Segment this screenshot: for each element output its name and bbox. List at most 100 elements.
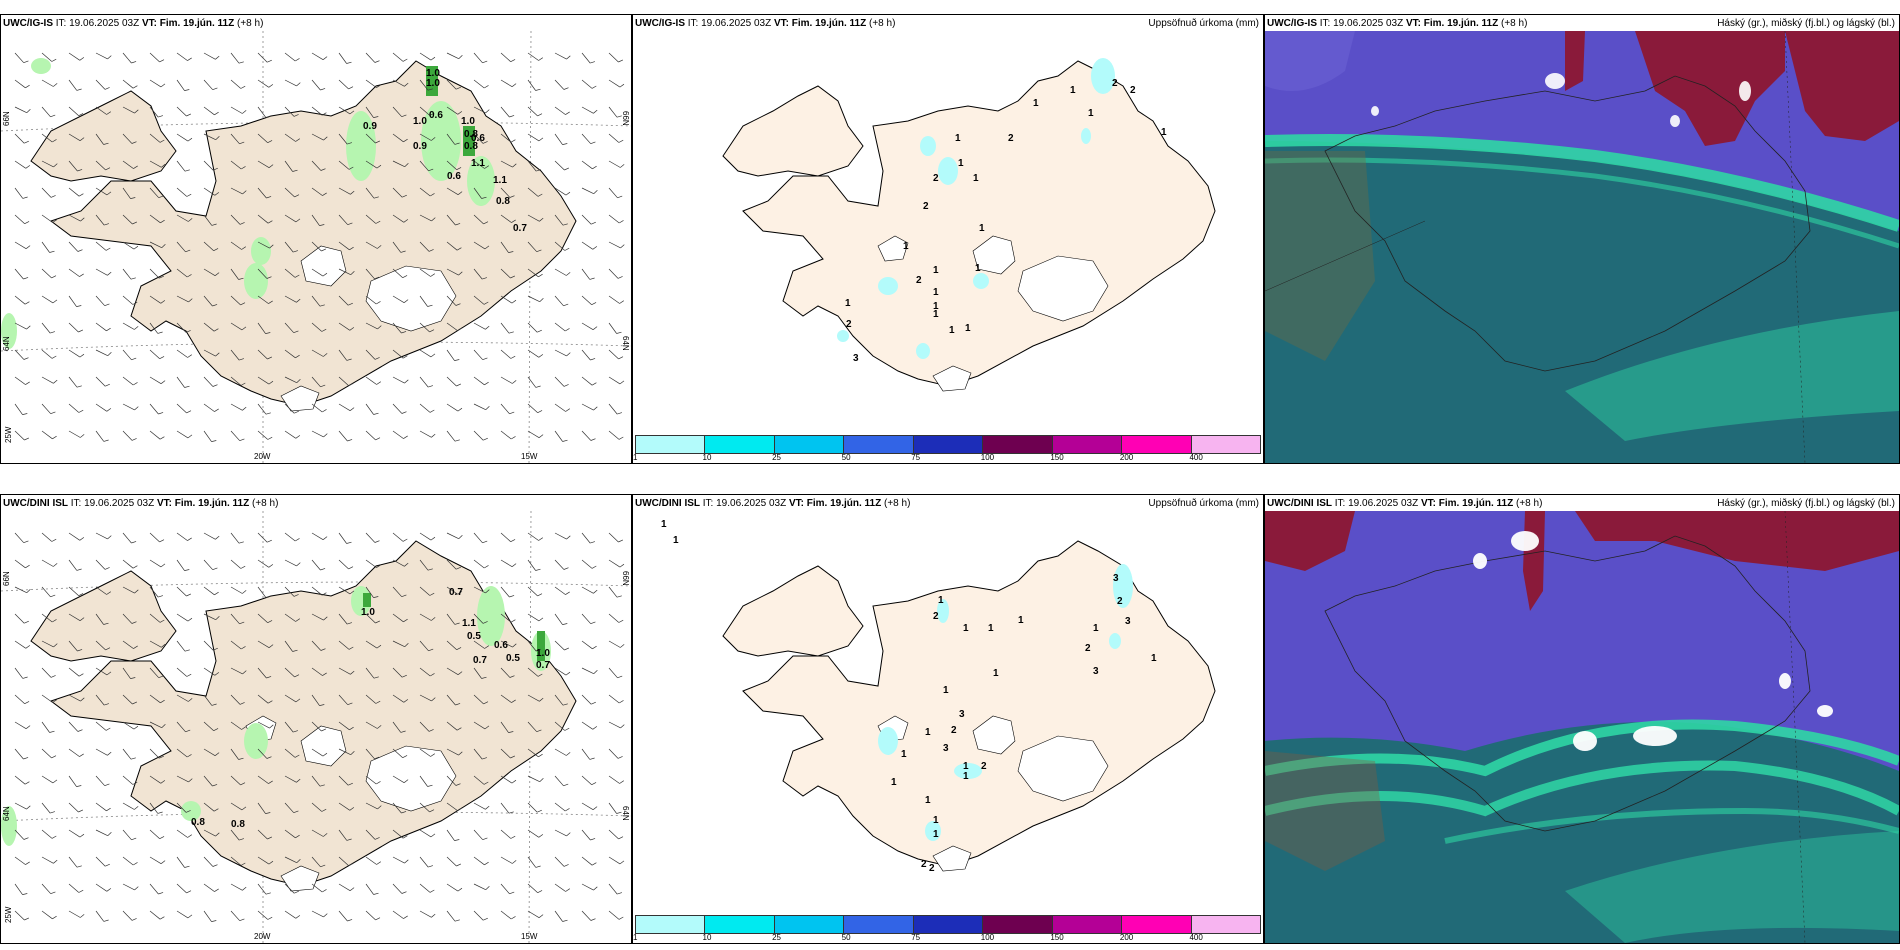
- panel-header: UWC/IG-IS IT: 19.06.2025 03Z VT: Fim. 19…: [1267, 18, 1528, 29]
- precip-value: 1: [1151, 653, 1157, 664]
- wind-barb-flag: [215, 55, 220, 60]
- wind-barb-flag: [431, 617, 436, 621]
- wind-barb: [608, 430, 620, 440]
- wind-barb: [473, 748, 483, 760]
- cloud-map-svg: [1265, 511, 1899, 943]
- wind-rain-panel-top[interactable]: UWC/IG-IS IT: 19.06.2025 03Z VT: Fim. 19…: [0, 14, 632, 464]
- wind-barb-flag: [296, 298, 301, 303]
- cloud-map[interactable]: [1265, 511, 1899, 943]
- wind-barb: [527, 295, 540, 303]
- wind-barb-flag: [618, 139, 624, 143]
- wind-barb-flag: [403, 618, 408, 623]
- colorbar-swatch: [774, 436, 845, 453]
- wind-barb-flag: [161, 724, 166, 728]
- precip-value: 3: [853, 353, 859, 364]
- wind-barb-flag: [51, 538, 57, 542]
- wind-barb: [554, 694, 564, 706]
- wind-barb: [311, 559, 321, 571]
- iceland-land: [49, 540, 577, 887]
- wind-barb: [554, 241, 566, 251]
- wind-barb-flag: [537, 113, 543, 117]
- wind-barb-flag: [348, 782, 353, 786]
- wind-barb: [338, 559, 349, 570]
- wind-barb: [419, 559, 429, 571]
- wind-barb-flag: [53, 379, 58, 384]
- wind-barb: [41, 79, 54, 87]
- wind-barb-flag: [320, 88, 326, 91]
- wind-barb: [527, 613, 540, 622]
- wind-barb-flag: [376, 781, 381, 785]
- wind-barb: [581, 160, 593, 170]
- wind-barb: [95, 187, 108, 196]
- wind-barb-flag: [294, 890, 299, 894]
- wind-barb: [284, 349, 296, 359]
- wind-barb-flag: [538, 57, 543, 61]
- wind-barb-flag: [430, 753, 435, 757]
- wind-barb: [41, 667, 52, 678]
- wind-barb-flag: [616, 811, 622, 814]
- wind-barb-flag: [266, 276, 272, 279]
- wind-barb-flag: [404, 163, 409, 167]
- wind-barb: [284, 295, 297, 303]
- wind-barb: [554, 883, 566, 892]
- wind-barb: [554, 775, 564, 787]
- wind-barb: [176, 133, 189, 142]
- precip-panel-bottom[interactable]: UWC/DINI ISL IT: 19.06.2025 03Z VT: Fim.…: [632, 494, 1264, 944]
- wind-barb-flag: [105, 863, 110, 867]
- wind-barb: [473, 322, 486, 330]
- wind-barb-flag: [482, 141, 488, 144]
- wind-barb-flag: [132, 781, 138, 785]
- wind-barb-flag: [375, 700, 381, 704]
- wind-barb-flag: [429, 889, 435, 893]
- wind-barb-flag: [349, 887, 355, 891]
- cloud-map[interactable]: [1265, 31, 1899, 463]
- precip-value: 2: [951, 725, 957, 736]
- wind-barb-flag: [456, 727, 462, 731]
- precip-panel-top[interactable]: UWC/IG-IS IT: 19.06.2025 03Z VT: Fim. 19…: [632, 14, 1264, 464]
- wind-barb-flag: [52, 299, 58, 304]
- wind-barb: [554, 79, 565, 90]
- wind-barb-flag: [187, 57, 192, 61]
- wind-barb: [446, 748, 459, 756]
- wind-barb: [527, 829, 539, 838]
- precip-value: 3: [959, 709, 965, 720]
- wind-barb-flag: [239, 438, 245, 442]
- wind-barb-flag: [104, 703, 110, 706]
- precip-value: 1: [1018, 615, 1024, 626]
- wind-barb-flag: [510, 355, 516, 359]
- wind-barb: [230, 829, 240, 841]
- wind-barb-flag: [592, 645, 597, 650]
- wind-barb-flag: [266, 676, 272, 679]
- wind-barb: [257, 586, 267, 598]
- wind-barb: [581, 802, 594, 810]
- cloud-panel-top[interactable]: UWC/IG-IS IT: 19.06.2025 03Z VT: Fim. 19…: [1264, 14, 1900, 464]
- wind-barb: [608, 667, 618, 679]
- wind-barb: [257, 829, 268, 840]
- wind-map[interactable]: 1.0 1.0 0.9 1.0 0.6 1.0 0.8 0.6 0.9 0.8 1.1 0.6 1.1 0…: [1, 31, 631, 463]
- wind-barb-flag: [265, 595, 271, 598]
- wind-barb-flag: [295, 354, 300, 359]
- wind-barb: [419, 532, 432, 541]
- wind-barb: [95, 430, 105, 442]
- wind-barb: [203, 241, 214, 251]
- cloud-panel-bottom[interactable]: UWC/DINI ISL IT: 19.06.2025 03Z VT: Fim.…: [1264, 494, 1900, 944]
- wind-barb: [365, 241, 378, 249]
- wind-barb: [14, 829, 25, 840]
- wind-rain-panel-bottom[interactable]: UWC/DINI ISL IT: 19.06.2025 03Z VT: Fim.…: [0, 494, 632, 944]
- wind-barb-flag: [402, 194, 407, 198]
- rain-value: 1.0: [413, 116, 427, 127]
- wind-barb-flag: [22, 413, 28, 415]
- wind-barb-flag: [24, 620, 29, 624]
- wind-map[interactable]: 0.7 1.0 1.1 0.5 0.6 0.5 1.0 0.7 0.7 0.8 0.8 66N 64…: [1, 511, 631, 943]
- colorbar-label: 400: [1189, 453, 1203, 462]
- wind-barb: [68, 403, 80, 413]
- wind-barb: [230, 613, 240, 625]
- wind-barb-flag: [239, 918, 245, 922]
- wind-barb-flag: [133, 165, 138, 169]
- wind-barb: [41, 241, 50, 253]
- wind-barb: [284, 883, 295, 894]
- wind-barb: [95, 79, 106, 90]
- wind-barb-flag: [159, 755, 164, 759]
